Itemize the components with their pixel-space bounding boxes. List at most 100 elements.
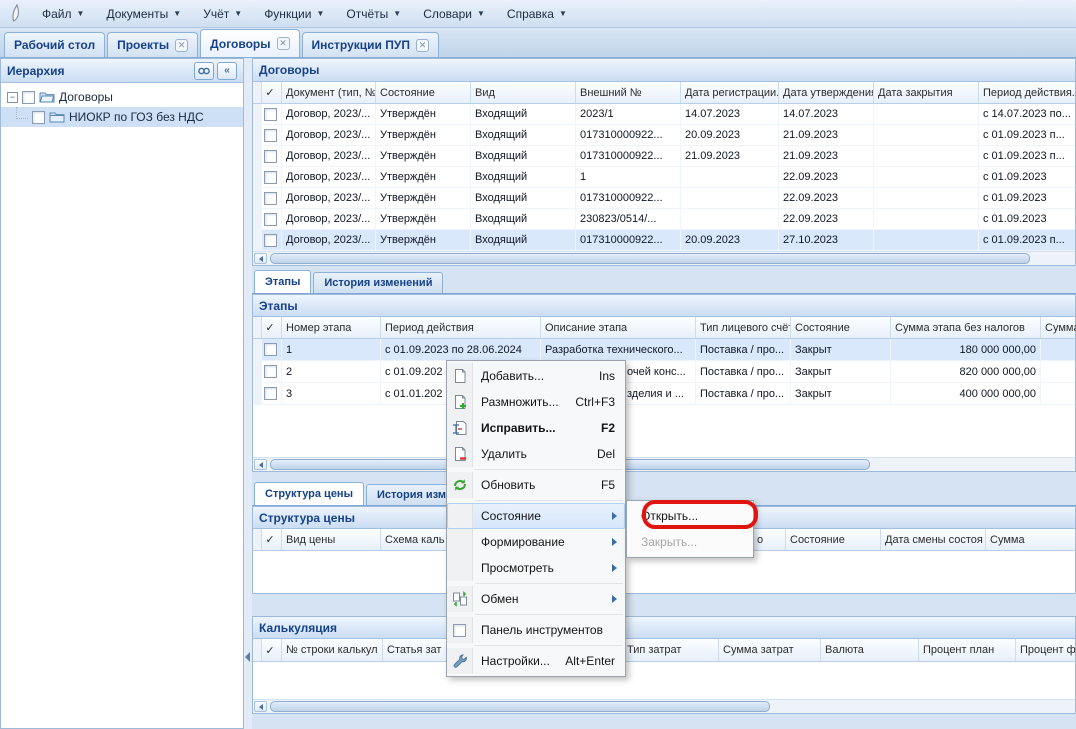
column-header[interactable]: Сумма xyxy=(1041,317,1076,338)
tab-price-structure[interactable]: Структура цены xyxy=(254,482,364,505)
check-column-header[interactable]: ✓ xyxy=(259,317,282,338)
column-header[interactable]: Вид xyxy=(471,82,576,103)
sidebar-splitter[interactable] xyxy=(244,58,252,729)
stages-section: Этапы ✓ Номер этапа Период действия Опис… xyxy=(252,294,1076,472)
column-header[interactable]: Сумма затрат xyxy=(719,639,821,661)
submenu-item-close[interactable]: Закрыть... xyxy=(641,535,698,549)
column-header[interactable]: Документ (тип, № xyxy=(282,82,376,103)
tab-instructions[interactable]: Инструкции ПУП ✕ xyxy=(301,32,439,57)
search-icon[interactable] xyxy=(194,61,214,80)
column-header[interactable]: Тип затрат xyxy=(623,639,719,661)
refresh-icon xyxy=(447,472,473,498)
menu-documents[interactable]: Документы ▼ xyxy=(106,6,182,21)
scrollbar-thumb[interactable] xyxy=(270,253,1030,264)
submenu-item-open[interactable]: Открыть... xyxy=(641,509,699,523)
column-header[interactable]: Состояние xyxy=(791,317,891,338)
column-header[interactable]: Номер этапа xyxy=(282,317,381,338)
column-header[interactable]: Процент план xyxy=(919,639,1016,661)
scroll-left-icon[interactable] xyxy=(254,459,267,470)
menu-dictionaries[interactable]: Словари ▼ xyxy=(423,6,485,21)
table-row-selected[interactable]: Договор, 2023/... Утверждён Входящий 01731… xyxy=(253,230,1075,251)
column-header[interactable]: Дата утверждения xyxy=(779,82,874,103)
column-header[interactable]: Сумма xyxy=(986,529,1076,550)
column-header[interactable]: Период действия... xyxy=(979,82,1076,103)
horizontal-scrollbar[interactable] xyxy=(253,251,1075,265)
table-row[interactable]: Договор, 2023/... Утверждён Входящий 2023/… xyxy=(253,104,1075,125)
menu-accounting[interactable]: Учёт ▼ xyxy=(203,6,243,21)
scrollbar-thumb[interactable] xyxy=(270,701,770,712)
calc-panel-header: Калькуляция xyxy=(253,617,1075,639)
check-column-header[interactable]: ✓ xyxy=(259,82,282,103)
column-header[interactable]: Тип лицевого счёт xyxy=(696,317,791,338)
horizontal-scrollbar[interactable] xyxy=(253,457,1075,471)
table-row[interactable]: Договор, 2023/... Утверждён Входящий 01731… xyxy=(253,146,1075,167)
horizontal-scrollbar[interactable] xyxy=(253,699,1075,713)
collapse-panel-icon[interactable]: « xyxy=(217,61,237,80)
contracts-table-header: ✓ Документ (тип, № Состояние Вид Внешний… xyxy=(253,82,1076,104)
tab-desktop[interactable]: Рабочий стол xyxy=(4,32,106,57)
menu-functions[interactable]: Функции ▼ xyxy=(264,6,325,21)
menu-item-exchange[interactable]: Обмен xyxy=(447,586,625,612)
column-header[interactable]: Дата регистрации. xyxy=(681,82,779,103)
menu-separator xyxy=(475,583,623,584)
check-column-header[interactable]: ✓ xyxy=(259,529,282,550)
splitter-collapse-icon[interactable] xyxy=(245,652,250,662)
row-checkbox xyxy=(263,149,277,163)
check-column-header[interactable]: ✓ xyxy=(259,639,282,661)
close-icon[interactable]: ✕ xyxy=(276,37,290,50)
menu-item-refresh[interactable]: Обновить F5 xyxy=(447,472,625,498)
menu-item-toolbar[interactable]: Панель инструментов xyxy=(447,617,625,643)
close-icon[interactable]: ✕ xyxy=(175,38,189,52)
tab-projects[interactable]: Проекты ✕ xyxy=(107,32,199,57)
column-header[interactable]: Описание этапа xyxy=(541,317,696,338)
menu-item-delete[interactable]: Удалить Del xyxy=(447,441,625,467)
column-header[interactable]: Дата закрытия xyxy=(874,82,979,103)
collapse-node-icon[interactable]: − xyxy=(7,91,18,103)
tab-change-history[interactable]: История изменений xyxy=(313,272,444,293)
column-header[interactable]: Процент ф xyxy=(1016,639,1076,661)
menu-file[interactable]: Файл ▼ xyxy=(42,6,85,21)
column-header[interactable]: Сумма этапа без налогов xyxy=(891,317,1041,338)
column-header[interactable]: Состояние xyxy=(376,82,471,103)
table-row[interactable]: Договор, 2023/... Утверждён Входящий 01731… xyxy=(253,188,1075,209)
tree-item-contracts[interactable]: − Договоры xyxy=(1,87,243,107)
menu-item-add[interactable]: Добавить... Ins xyxy=(447,363,625,389)
column-header[interactable]: Состояние xyxy=(786,529,881,550)
table-row[interactable]: Договор, 2023/... Утверждён Входящий 23082… xyxy=(253,209,1075,230)
tab-stages[interactable]: Этапы xyxy=(254,270,312,293)
menu-help[interactable]: Справка ▼ xyxy=(506,6,567,21)
column-header[interactable]: Период действия xyxy=(381,317,541,338)
column-header[interactable]: Вид цены xyxy=(282,529,381,550)
column-header[interactable]: Валюта xyxy=(821,639,919,661)
menu-item-formation[interactable]: Формирование xyxy=(447,529,625,555)
scroll-left-icon[interactable] xyxy=(254,253,267,264)
column-header[interactable]: Внешний № xyxy=(576,82,681,103)
menu-item-settings[interactable]: Настройки... Alt+Enter xyxy=(447,648,625,674)
table-row[interactable]: 2 с 01.09.202 очей конс... Поставка / пр… xyxy=(253,361,1075,383)
table-row[interactable]: Договор, 2023/... Утверждён Входящий 1 22.… xyxy=(253,167,1075,188)
close-icon[interactable]: ✕ xyxy=(415,38,429,52)
tree-checkbox[interactable] xyxy=(32,110,45,124)
chevron-down-icon: ▼ xyxy=(558,9,567,18)
chevron-down-icon: ▼ xyxy=(234,9,243,18)
calc-empty-area xyxy=(253,662,1075,699)
column-header[interactable]: Дата смены состоя xyxy=(881,529,986,550)
calc-table-header: ✓ № строки калькул Статья зат Тип затрат… xyxy=(253,639,1076,662)
context-menu: Добавить... Ins Размножить... Ctrl+F3 Испр… xyxy=(446,360,626,677)
scroll-left-icon[interactable] xyxy=(254,701,267,712)
menu-separator xyxy=(475,469,623,470)
menu-item-edit[interactable]: Исправить... F2 xyxy=(447,415,625,441)
table-row-selected[interactable]: 1 с 01.09.2023 по 28.06.2024 Разработка … xyxy=(253,339,1075,361)
menu-reports[interactable]: Отчёты ▼ xyxy=(346,6,402,21)
menu-item-view[interactable]: Просмотреть xyxy=(447,555,625,581)
table-row[interactable]: Договор, 2023/... Утверждён Входящий 01731… xyxy=(253,125,1075,146)
tab-contracts[interactable]: Договоры ✕ xyxy=(200,29,300,57)
column-header[interactable]: о xyxy=(691,529,786,550)
menu-item-duplicate[interactable]: Размножить... Ctrl+F3 xyxy=(447,389,625,415)
table-row[interactable]: 3 с 01.01.202 зделия и ... Поставка / пр… xyxy=(253,383,1075,405)
price-empty-area xyxy=(253,551,1075,593)
column-header[interactable]: № строки калькул xyxy=(282,639,383,661)
menu-item-state[interactable]: Состояние xyxy=(447,503,625,529)
tree-checkbox[interactable] xyxy=(22,90,35,104)
tree-item-niokr[interactable]: НИОКР по ГОЗ без НДС xyxy=(1,107,243,127)
